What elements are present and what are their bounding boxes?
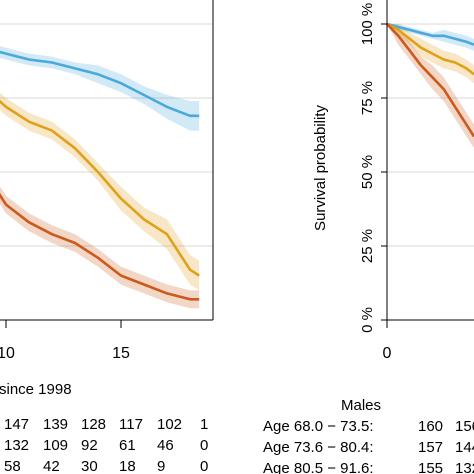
right-y-axis-label: Survival probability <box>312 105 329 231</box>
right-curve-orange <box>386 23 474 138</box>
left-risk-count: 42 <box>43 458 60 474</box>
left-curve-gold <box>0 99 200 277</box>
left-risk-count: 109 <box>43 437 68 454</box>
right-risk-row-label: Age 68.0 − 73.5: <box>263 418 374 435</box>
left-survival-curves <box>0 50 200 301</box>
left-curve-orange <box>0 192 200 301</box>
left-risk-count: 132 <box>4 437 29 454</box>
left-risk-count: 92 <box>81 437 98 454</box>
right-survival-curves <box>386 22 474 138</box>
left-risk-count: 128 <box>81 416 106 433</box>
right-y-tick-label: 75 % <box>359 81 376 115</box>
left-risk-count: 1 <box>200 416 208 433</box>
left-curve-blue <box>0 50 200 118</box>
right-risk-table: Age 68.0 − 73.5:16015614Age 73.6 − 80.4:… <box>263 418 474 474</box>
left-risk-count: 61 <box>119 437 136 454</box>
left-x-axis-label: since 1998 <box>0 381 72 398</box>
left-risk-count: 9 <box>157 458 165 474</box>
right-risk-row-label: Age 80.5 − 91.6: <box>263 460 374 474</box>
right-risk-count: 156 <box>455 418 474 435</box>
left-risk-table: 147 139 128 117 102 1 132 109 92 61 46 0 58 42 30 18 9 0 <box>4 416 208 474</box>
right-risk-count: 155 <box>418 460 443 474</box>
right-risk-count: 132 <box>455 460 474 474</box>
left-band-blue <box>0 46 200 131</box>
left-risk-count: 117 <box>119 416 143 433</box>
left-band-orange <box>0 186 200 309</box>
right-x-axis-ticks: 0 <box>383 320 392 362</box>
right-risk-row-label: Age 73.6 − 80.4: <box>263 439 374 456</box>
right-risk-count: 144 <box>455 439 474 456</box>
right-curve-blue <box>386 22 474 46</box>
left-risk-count: 18 <box>119 458 136 474</box>
left-band-gold <box>0 92 200 291</box>
right-y-tick-label: 25 % <box>359 229 376 263</box>
left-risk-count: 46 <box>157 437 174 454</box>
right-risk-count: 160 <box>418 418 443 435</box>
left-survival-plot: 10 15 since 1998 147 139 128 117 102 1 132 109 92… <box>0 0 214 474</box>
left-x-axis-ticks: 10 15 <box>0 320 130 362</box>
right-risk-count: 157 <box>418 439 443 456</box>
left-risk-count: 0 <box>200 458 208 474</box>
left-risk-count: 58 <box>4 458 21 474</box>
left-risk-count: 0 <box>200 437 208 454</box>
right-curve-gold <box>386 22 474 76</box>
left-risk-count: 30 <box>81 458 98 474</box>
left-risk-count: 139 <box>43 416 68 433</box>
left-risk-count: 102 <box>157 416 182 433</box>
right-y-tick-label: 0 % <box>359 307 376 333</box>
right-y-tick-label: 50 % <box>359 155 376 189</box>
left-x-tick-label: 10 <box>0 345 15 362</box>
right-band-orange <box>387 24 474 149</box>
right-y-axis-ticks: 0 % 25 % 50 % 75 % 100 % <box>359 3 387 333</box>
left-confidence-bands <box>0 46 200 309</box>
left-risk-count: 147 <box>4 416 29 433</box>
right-survival-plot: Survival probability 0 % 25 % 50 % 75 % 100 … <box>263 0 474 474</box>
right-panel-title: Males <box>341 397 381 414</box>
right-x-tick-label: 0 <box>383 345 392 362</box>
right-y-tick-label: 100 % <box>359 3 376 46</box>
left-x-tick-label: 15 <box>112 345 130 362</box>
right-confidence-bands <box>387 24 474 149</box>
